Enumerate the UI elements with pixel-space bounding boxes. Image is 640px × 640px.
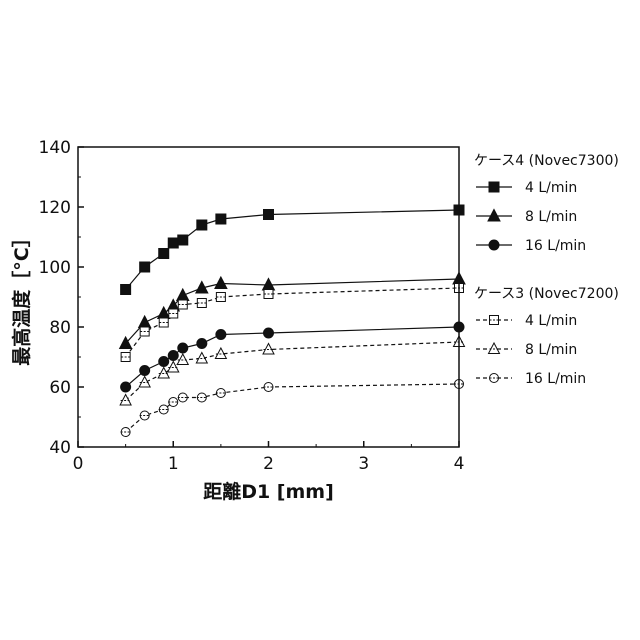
legend-group-title: ケース4 (Novec7300) — [474, 153, 619, 169]
x-tick-label: 4 — [454, 454, 465, 474]
data-point — [178, 235, 188, 245]
data-point — [197, 339, 207, 349]
legend-marker — [489, 343, 500, 354]
legend-label: 8 L/min — [525, 209, 577, 225]
legend-label: 4 L/min — [525, 180, 577, 196]
data-point — [168, 351, 178, 361]
y-tick-label: 80 — [49, 318, 71, 338]
data-point — [216, 330, 226, 340]
data-point — [140, 366, 150, 376]
data-point — [263, 278, 275, 290]
data-point — [139, 377, 150, 388]
series-4 — [120, 336, 464, 405]
x-tick-label: 1 — [168, 454, 179, 474]
data-point — [177, 289, 189, 301]
series-line — [126, 384, 459, 432]
data-point — [264, 328, 274, 338]
legend-label: 8 L/min — [525, 342, 577, 358]
data-point — [197, 220, 207, 230]
x-axis-title: 距離D1 [mm] — [203, 480, 334, 503]
data-point — [264, 210, 274, 220]
legend-group-title: ケース3 (Novec7200) — [474, 286, 619, 302]
legend-label: 16 L/min — [525, 238, 586, 254]
series-line — [126, 288, 459, 357]
data-point — [139, 316, 151, 328]
data-point — [215, 277, 227, 289]
legend-marker — [489, 240, 499, 250]
x-tick-label: 3 — [358, 454, 369, 474]
data-point — [168, 362, 179, 373]
series-0 — [121, 205, 464, 295]
legend-label: 16 L/min — [525, 371, 586, 387]
y-tick-label: 40 — [49, 438, 71, 458]
data-point — [158, 368, 169, 379]
data-point — [120, 395, 131, 406]
data-point — [159, 357, 169, 367]
data-point — [140, 262, 150, 272]
data-point — [178, 343, 188, 353]
data-point — [216, 214, 226, 224]
y-axis-title: 最高温度［°C］ — [10, 228, 33, 365]
data-point — [121, 382, 131, 392]
legend: ケース4 (Novec7300) 4 L/min 8 L/min 16 L/min ケー… — [474, 153, 619, 387]
axes: 0 1 2 3 4 40 60 80 100 120 140 — [39, 138, 465, 474]
x-tick-label: 2 — [263, 454, 274, 474]
series-5 — [121, 380, 464, 437]
y-tick-label: 100 — [39, 258, 71, 278]
data-point — [177, 354, 188, 365]
legend-marker — [488, 209, 500, 221]
data-point — [121, 285, 131, 295]
y-tick-label: 120 — [39, 198, 71, 218]
series-3 — [121, 284, 463, 362]
data-point — [159, 249, 169, 259]
y-tick-label: 140 — [39, 138, 71, 158]
legend-label: 4 L/min — [525, 313, 577, 329]
series-line — [126, 210, 459, 290]
series-2 — [121, 322, 464, 392]
plot-area — [120, 205, 465, 437]
data-point — [168, 238, 178, 248]
legend-marker — [489, 182, 499, 192]
y-tick-label: 60 — [49, 378, 71, 398]
x-tick-label: 0 — [73, 454, 84, 474]
